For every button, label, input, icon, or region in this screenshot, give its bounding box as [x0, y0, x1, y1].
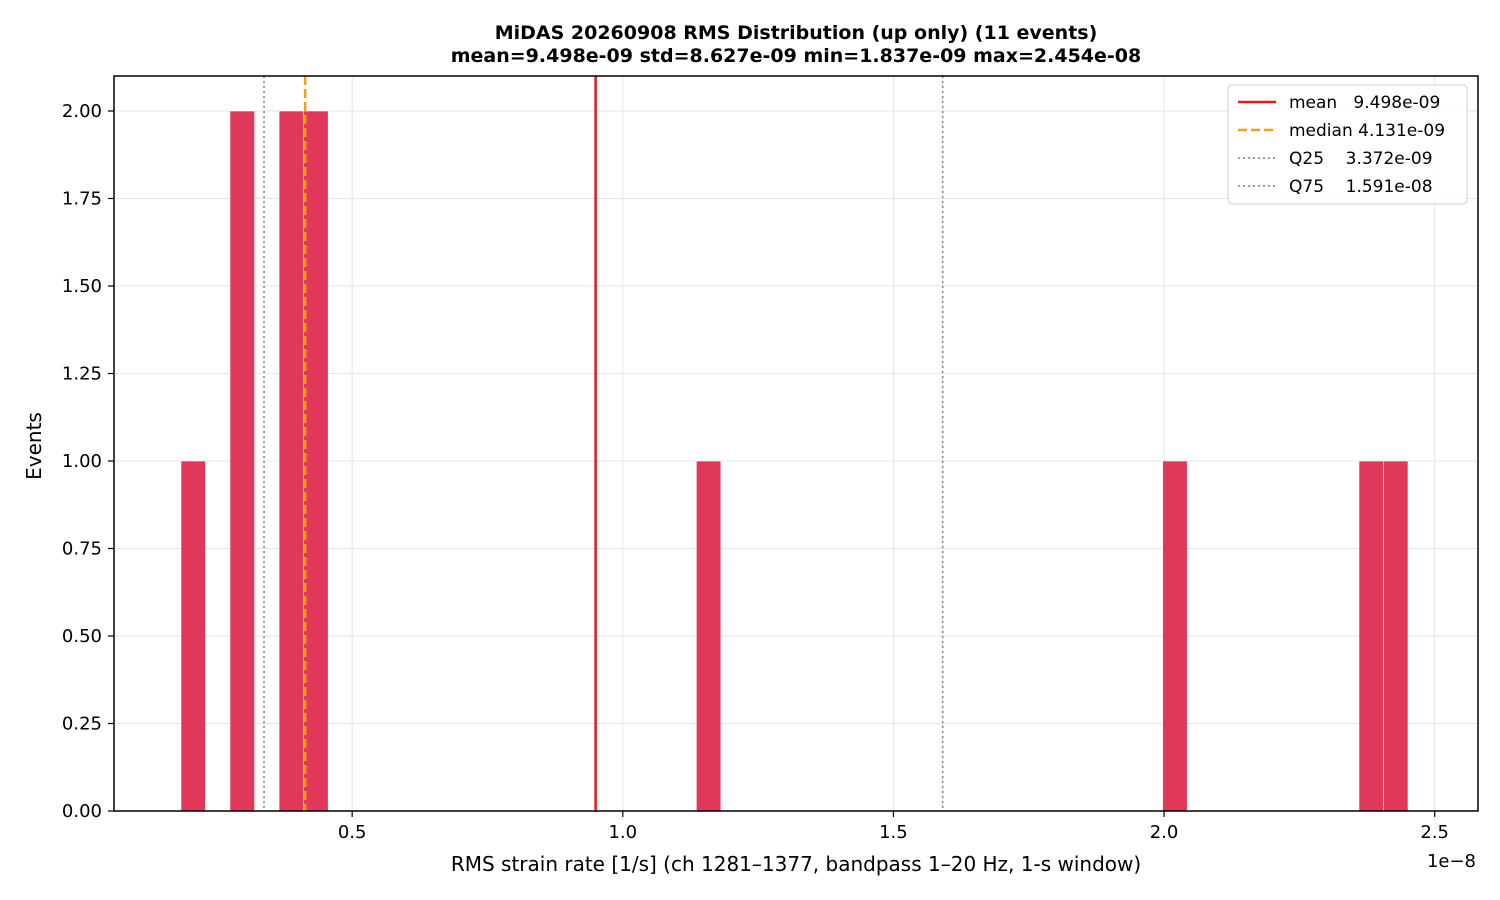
legend-box: [1227, 84, 1468, 205]
legend-label-0: mean 9.498e-09: [1289, 93, 1440, 113]
legend: mean 9.498e-09 median 4.131e-09 Q25 3.372e…: [1227, 84, 1468, 205]
histogram-bar-7: [1383, 460, 1409, 812]
reference-lines: [263, 76, 944, 811]
y-tick-label-2: 0.50: [62, 626, 102, 647]
y-tick-label-4: 1.00: [62, 451, 102, 472]
histogram-bar-3: [303, 110, 329, 812]
y-tick-label-3: 0.75: [62, 539, 102, 560]
x-tick-label-1: 1.0: [608, 822, 637, 843]
y-axis-ticks: 0.00 0.25 0.50 0.75 1.00 1.25 1.50 1.75 2.00: [62, 101, 114, 822]
x-tick-label-0: 0.5: [338, 822, 367, 843]
chart-title: MiDAS 20260908 RMS Distribution (up only…: [495, 22, 1098, 44]
histogram-bar-5: [1162, 460, 1188, 812]
y-tick-label-0: 0.00: [62, 801, 102, 822]
histogram-bar-1: [229, 110, 255, 812]
x-tick-label-2: 1.5: [879, 822, 908, 843]
legend-label-3: Q75 1.591e-08: [1289, 177, 1433, 197]
histogram-bars: [180, 110, 1409, 812]
chart-subtitle: mean=9.498e-09 std=8.627e-09 min=1.837e-…: [451, 45, 1142, 67]
histogram-bar-4: [696, 460, 722, 812]
y-tick-label-1: 0.25: [62, 714, 102, 735]
histogram-bar-6: [1358, 460, 1384, 812]
legend-label-2: Q25 3.372e-09: [1289, 149, 1433, 169]
y-axis-label: Events: [22, 412, 46, 480]
histogram-bar-0: [180, 460, 206, 812]
y-tick-label-8: 2.00: [62, 101, 102, 122]
histogram-bar-2: [278, 110, 304, 812]
x-axis-offset-label: 1e−8: [1427, 851, 1476, 872]
y-tick-label-5: 1.25: [62, 364, 102, 385]
plot-frame: [113, 75, 1479, 812]
x-tick-label-3: 2.0: [1150, 822, 1179, 843]
y-tick-label-7: 1.75: [62, 189, 102, 210]
x-axis-label: RMS strain rate [1/s] (ch 1281–1377, ban…: [451, 852, 1141, 876]
y-tick-label-6: 1.50: [62, 276, 102, 297]
x-tick-label-4: 2.5: [1420, 822, 1449, 843]
legend-label-1: median 4.131e-09: [1289, 121, 1445, 141]
x-axis-ticks: 0.5 1.0 1.5 2.0 2.5: [338, 811, 1449, 843]
